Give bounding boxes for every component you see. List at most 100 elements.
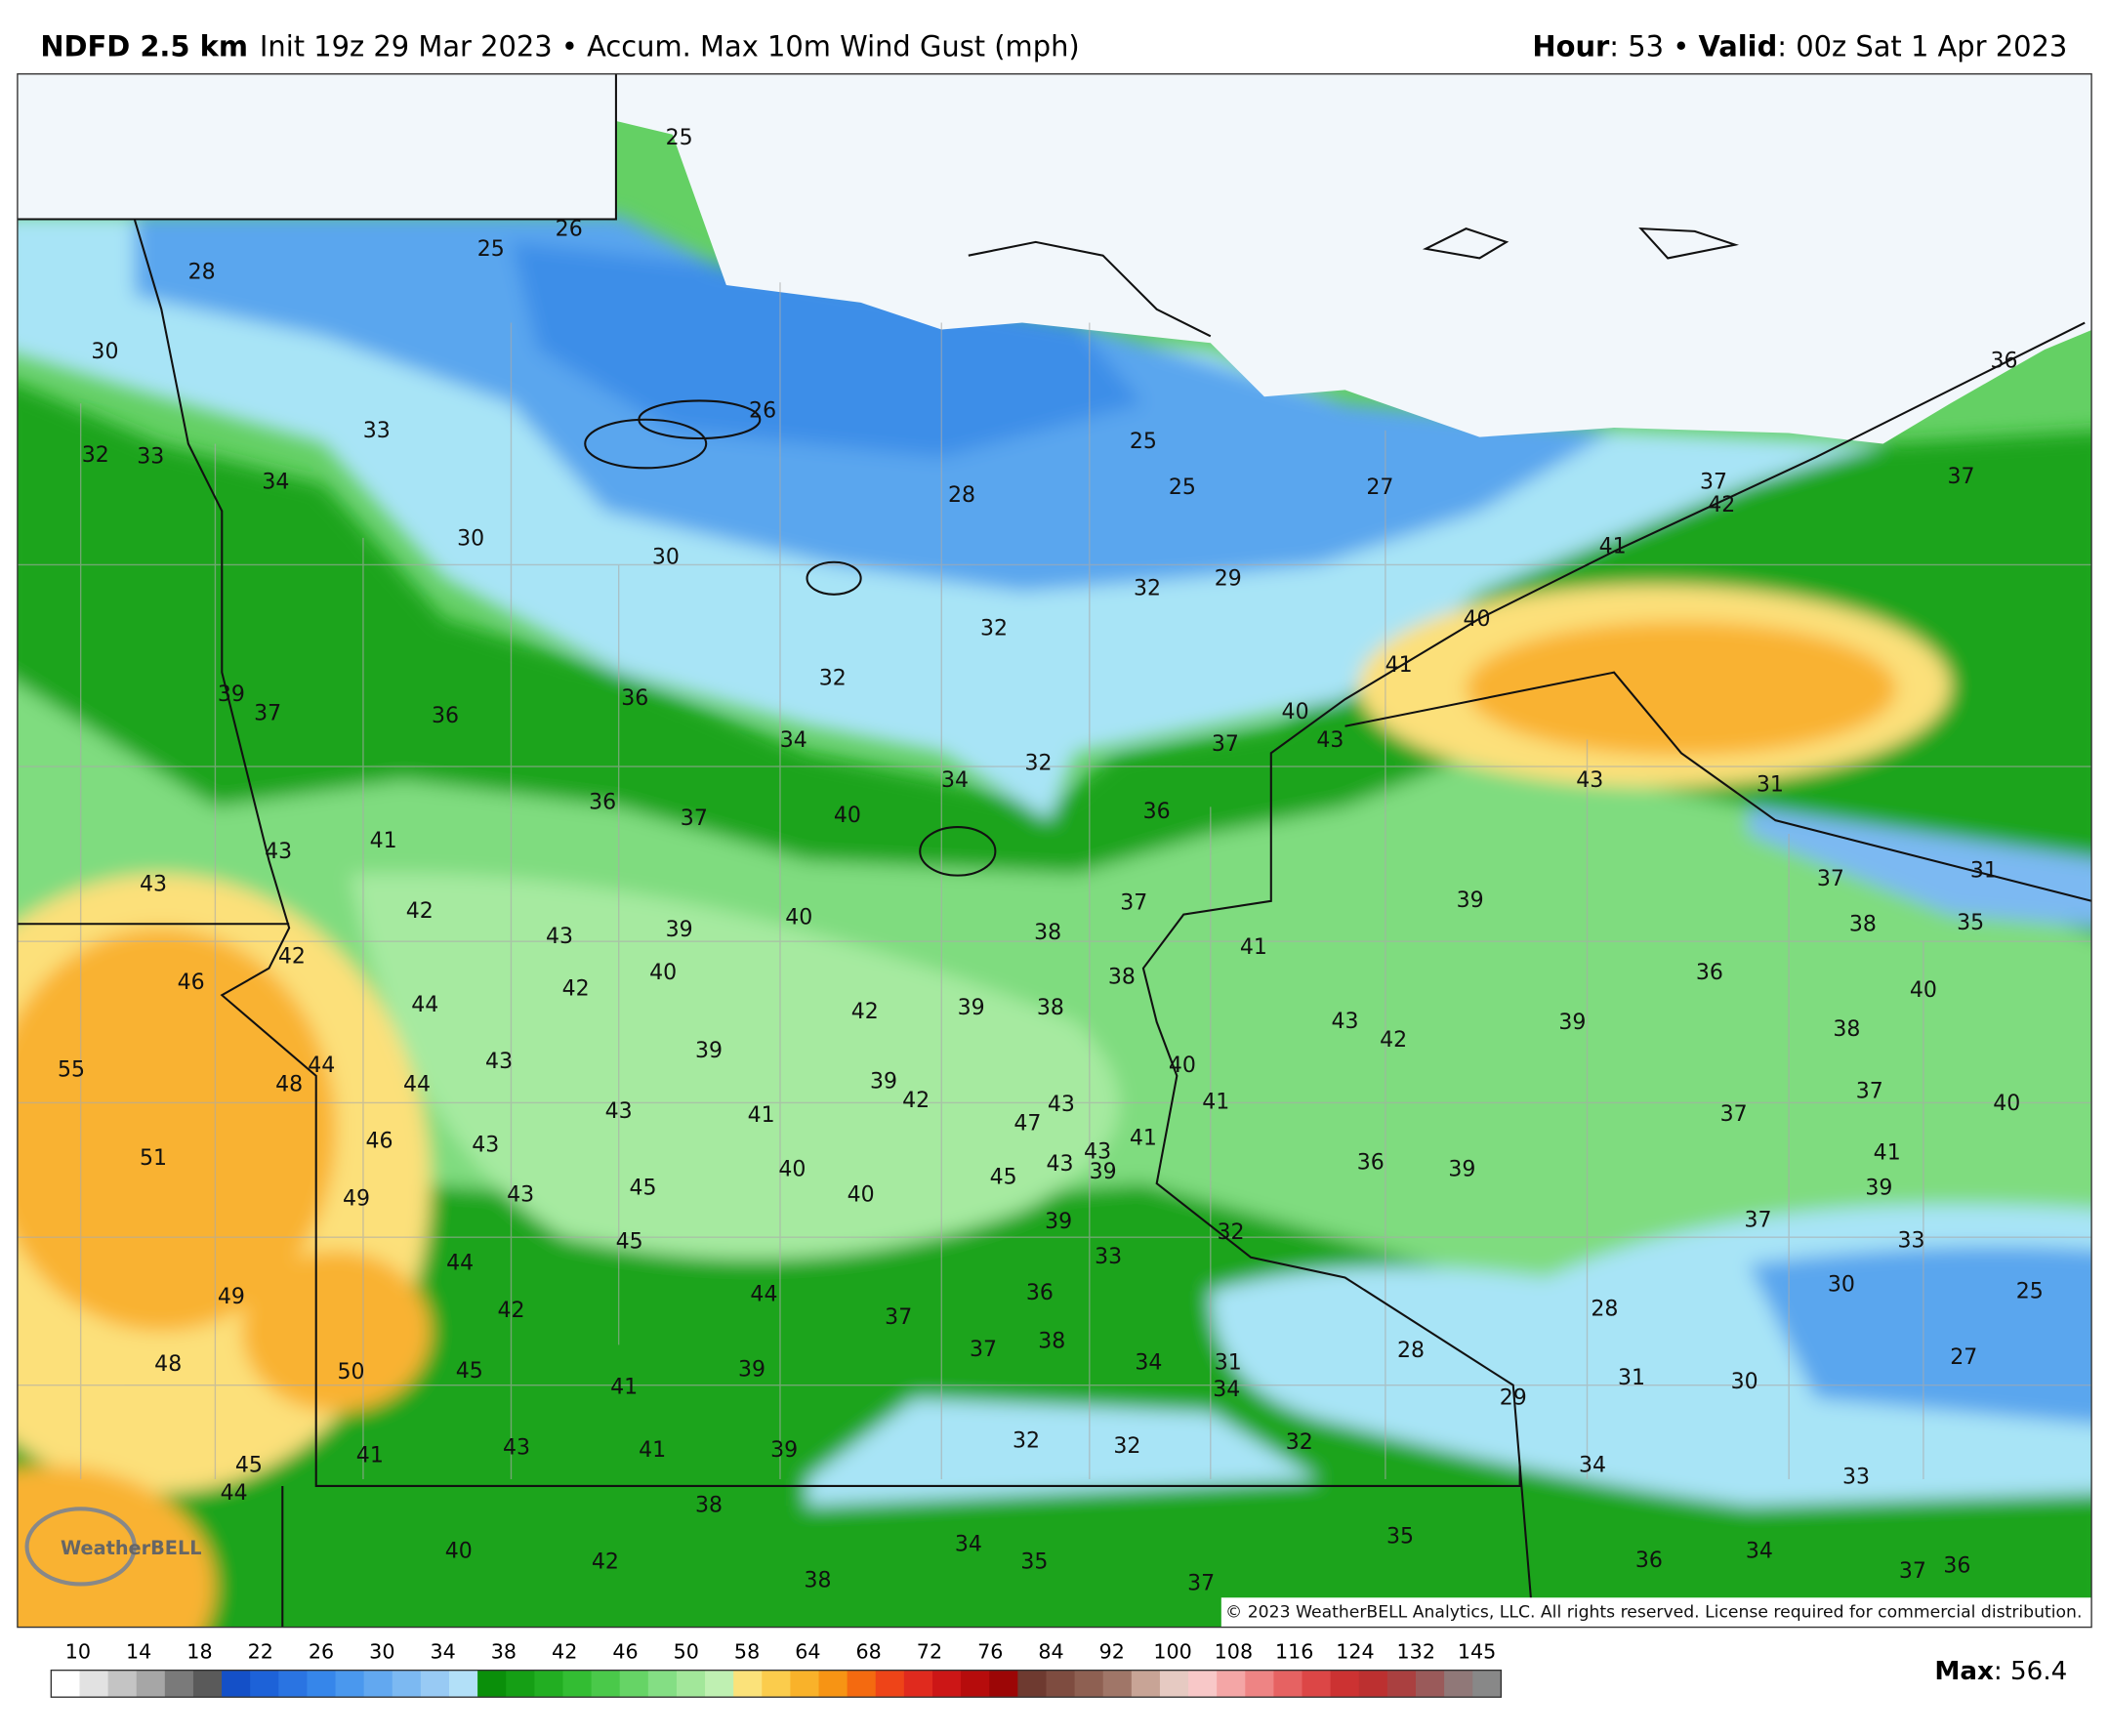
gust-label: 45 [629, 1177, 656, 1201]
colorbar-tick: 84 [1038, 1640, 1063, 1664]
logo: WeatherBELL [24, 1507, 202, 1587]
gust-label: 28 [1397, 1339, 1425, 1363]
gust-label: 28 [948, 483, 975, 508]
gust-label: 30 [91, 340, 118, 364]
gust-label: 42 [902, 1089, 930, 1113]
gust-label: 37 [970, 1338, 997, 1362]
max: Max: 56.4 [1934, 1657, 2067, 1686]
gust-label: 32 [1024, 751, 1052, 775]
gust-label: 51 [140, 1146, 167, 1171]
valid-time: : 00z Sat 1 Apr 2023 [1777, 30, 2067, 63]
colorbar-swatch [335, 1670, 365, 1698]
gust-label: 26 [556, 218, 583, 242]
gust-label: 42 [592, 1550, 619, 1574]
colorbar-tick: 46 [612, 1640, 638, 1664]
gust-label: 37 [1817, 867, 1844, 891]
gust-label: 36 [1143, 800, 1171, 824]
gust-label: 43 [1048, 1093, 1075, 1117]
gust-label: 45 [616, 1230, 643, 1255]
gust-label: 37 [254, 701, 281, 725]
gust-label: 38 [1038, 1330, 1065, 1354]
gust-label: 27 [1950, 1345, 1977, 1370]
colorbar-swatch [1245, 1670, 1275, 1698]
colorbar-tick: 132 [1397, 1640, 1435, 1664]
valid: Hour: 53 • Valid: 00z Sat 1 Apr 2023 [1532, 30, 2067, 63]
colorbar-swatch [1046, 1670, 1076, 1698]
map-labels: 25 28 25 26 30 33 26 32 33 34 30 30 28 25 25 27 29 32 32 32… [58, 126, 2044, 1596]
colorbar-tick: 100 [1153, 1640, 1191, 1664]
colorbar-swatch [790, 1670, 820, 1698]
gust-label: 35 [1386, 1524, 1414, 1549]
colorbar-swatch [961, 1670, 990, 1698]
gust-label: 42 [1708, 493, 1735, 517]
colorbar-swatch [307, 1670, 337, 1698]
colorbar-tick: 92 [1099, 1640, 1125, 1664]
colorbar-swatch [136, 1670, 166, 1698]
colorbar-tick: 58 [734, 1640, 760, 1664]
colorbar-swatch [250, 1670, 279, 1698]
colorbar-swatch [107, 1670, 138, 1698]
colorbar: 10 14 18 22 26 30 34 38 42 46 50 58 64 68 72 76 84 92 100 1… [50, 1640, 1503, 1698]
colorbar-tick: 76 [977, 1640, 1003, 1664]
gust-label: 48 [154, 1352, 182, 1377]
gust-label: 30 [1828, 1273, 1855, 1298]
gust-label: 40 [1464, 607, 1491, 632]
gust-label: 40 [1169, 1054, 1196, 1078]
gust-label: 42 [406, 899, 434, 924]
colorbar-swatch [875, 1670, 905, 1698]
colorbar-tick: 10 [65, 1640, 91, 1664]
colorbar-swatch [1102, 1670, 1133, 1698]
colorbar-swatch [647, 1670, 678, 1698]
gust-label: 36 [1943, 1554, 1970, 1579]
gust-label: 41 [1599, 535, 1627, 559]
gust-label: 34 [1135, 1351, 1162, 1376]
colorbar-tick: 50 [674, 1640, 699, 1664]
gust-label: 44 [411, 993, 438, 1017]
gust-label: 46 [178, 971, 205, 995]
gust-label: 39 [1090, 1160, 1117, 1184]
colorbar-swatch [847, 1670, 877, 1698]
colorbar-tick: 38 [491, 1640, 517, 1664]
gust-label: 34 [262, 470, 289, 494]
subtitle: Init 19z 29 Mar 2023 • Accum. Max 10m Wi… [260, 30, 1080, 63]
gust-label: 43 [503, 1435, 530, 1460]
gust-label: 42 [497, 1299, 524, 1323]
gust-label: 36 [1696, 961, 1723, 985]
gust-label: 37 [1120, 891, 1147, 916]
gust-label: 38 [695, 1494, 723, 1518]
gust-label: 25 [477, 237, 505, 262]
gust-label: 36 [1991, 350, 2018, 374]
colorbar-swatch [1415, 1670, 1445, 1698]
colorbar-swatch [1159, 1670, 1189, 1698]
gust-label: 43 [1332, 1010, 1359, 1034]
gust-label: 25 [1130, 430, 1157, 454]
gust-label: 41 [1874, 1141, 1901, 1166]
gust-label: 40 [848, 1182, 875, 1207]
gust-label: 43 [1047, 1152, 1074, 1177]
gust-label: 38 [1034, 921, 1061, 945]
colorbar-swatch [1017, 1670, 1048, 1698]
gust-label: 37 [1899, 1559, 1926, 1584]
gust-label: 33 [363, 419, 391, 443]
gust-label: 33 [1842, 1466, 1870, 1490]
gust-label: 25 [1169, 475, 1196, 500]
gust-label: 40 [778, 1157, 806, 1181]
gust-label: 32 [1217, 1220, 1244, 1245]
gust-label: 35 [1957, 911, 1984, 935]
gust-label: 34 [1746, 1539, 1773, 1563]
colorbar-swatch [79, 1670, 109, 1698]
gust-label: 32 [980, 617, 1008, 641]
gust-label: 47 [1013, 1111, 1041, 1136]
gust-label: 41 [370, 829, 397, 853]
colorbar-tick: 64 [795, 1640, 820, 1664]
gust-label: 36 [1357, 1150, 1385, 1175]
colorbar-tick: 72 [917, 1640, 942, 1664]
gust-label: 36 [1026, 1281, 1054, 1305]
gust-label: 28 [1591, 1298, 1618, 1322]
gust-label: 39 [870, 1070, 897, 1095]
gust-label: 55 [58, 1057, 85, 1082]
colorbar-swatch [477, 1670, 507, 1698]
gust-label: 36 [1635, 1549, 1663, 1573]
colorbar-tick: 30 [369, 1640, 394, 1664]
colorbar-tick: 26 [309, 1640, 334, 1664]
